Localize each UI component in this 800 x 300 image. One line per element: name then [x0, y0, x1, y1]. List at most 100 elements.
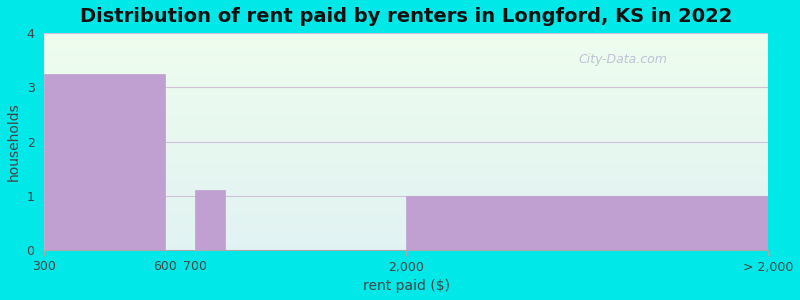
Bar	[44, 184, 768, 185]
Bar	[44, 221, 768, 222]
Bar	[44, 67, 768, 68]
Bar	[44, 142, 768, 143]
Bar	[44, 83, 768, 84]
Bar	[44, 138, 768, 140]
Bar	[44, 70, 768, 71]
Bar	[44, 161, 768, 162]
Bar	[44, 245, 768, 246]
Bar	[44, 169, 768, 170]
Bar	[44, 183, 768, 184]
Bar	[44, 178, 768, 179]
Bar	[44, 213, 768, 214]
Bar	[44, 87, 768, 88]
Bar	[44, 97, 768, 98]
Bar	[44, 137, 768, 138]
Bar	[44, 195, 768, 196]
Bar	[44, 124, 768, 125]
Bar	[44, 71, 768, 72]
Bar	[44, 134, 768, 135]
Bar	[44, 118, 768, 119]
Bar	[44, 196, 768, 197]
Bar	[44, 69, 768, 70]
Bar	[44, 219, 768, 220]
Bar	[44, 88, 768, 89]
Bar	[44, 119, 768, 120]
Bar	[44, 45, 768, 46]
Bar	[44, 167, 768, 168]
Bar	[44, 191, 768, 193]
Bar	[44, 50, 768, 52]
Bar	[44, 125, 768, 126]
Bar	[44, 121, 768, 122]
Bar	[44, 224, 768, 225]
Bar	[44, 77, 768, 79]
X-axis label: rent paid ($): rent paid ($)	[362, 279, 450, 293]
Bar	[44, 230, 768, 231]
Text: City-Data.com: City-Data.com	[578, 52, 667, 66]
Bar	[44, 164, 768, 165]
Bar	[44, 211, 768, 212]
Bar	[44, 38, 768, 40]
Bar	[44, 160, 768, 161]
Bar	[44, 130, 768, 131]
Bar	[44, 55, 768, 56]
Bar	[44, 202, 768, 203]
Bar	[44, 158, 768, 159]
Bar	[44, 168, 768, 169]
Y-axis label: households: households	[7, 102, 21, 181]
Bar	[44, 234, 768, 235]
Title: Distribution of rent paid by renters in Longford, KS in 2022: Distribution of rent paid by renters in …	[80, 7, 732, 26]
Bar	[44, 181, 768, 182]
Bar	[44, 74, 768, 75]
Bar	[44, 157, 768, 158]
Bar	[44, 80, 768, 81]
Bar	[44, 42, 768, 43]
Bar	[44, 109, 768, 110]
Bar	[44, 189, 768, 190]
Bar	[44, 93, 768, 94]
Bar	[44, 179, 768, 181]
Bar	[44, 187, 768, 188]
Bar	[44, 163, 768, 164]
Bar	[44, 82, 768, 83]
Bar	[44, 232, 768, 233]
Bar	[44, 135, 768, 136]
Bar	[44, 225, 768, 226]
Bar	[44, 247, 768, 248]
Bar	[44, 34, 768, 35]
Bar	[44, 223, 768, 224]
Bar	[44, 56, 768, 57]
Bar	[44, 60, 768, 61]
Bar	[44, 248, 768, 249]
Bar	[44, 43, 768, 44]
Bar	[44, 123, 768, 124]
Bar	[44, 197, 768, 198]
Bar	[44, 68, 768, 69]
Bar	[44, 212, 768, 213]
Bar	[44, 49, 768, 50]
Bar	[44, 117, 768, 118]
Bar	[44, 86, 768, 87]
Bar	[44, 185, 768, 186]
Bar	[44, 58, 768, 59]
Bar	[44, 170, 768, 171]
Bar	[44, 33, 768, 34]
Bar	[44, 203, 768, 205]
Bar	[44, 36, 768, 38]
Bar	[44, 177, 768, 178]
Bar	[44, 190, 768, 191]
Bar	[44, 63, 768, 64]
Bar	[44, 162, 768, 163]
Bar	[44, 246, 768, 247]
Bar	[44, 147, 768, 148]
Bar	[44, 40, 768, 41]
Bar	[44, 143, 768, 144]
Bar	[44, 57, 768, 58]
Bar	[44, 171, 768, 172]
Bar	[44, 214, 768, 215]
Bar	[44, 122, 768, 123]
Bar	[44, 100, 768, 101]
Bar	[44, 249, 768, 250]
Bar	[44, 72, 768, 73]
Bar	[44, 237, 768, 238]
